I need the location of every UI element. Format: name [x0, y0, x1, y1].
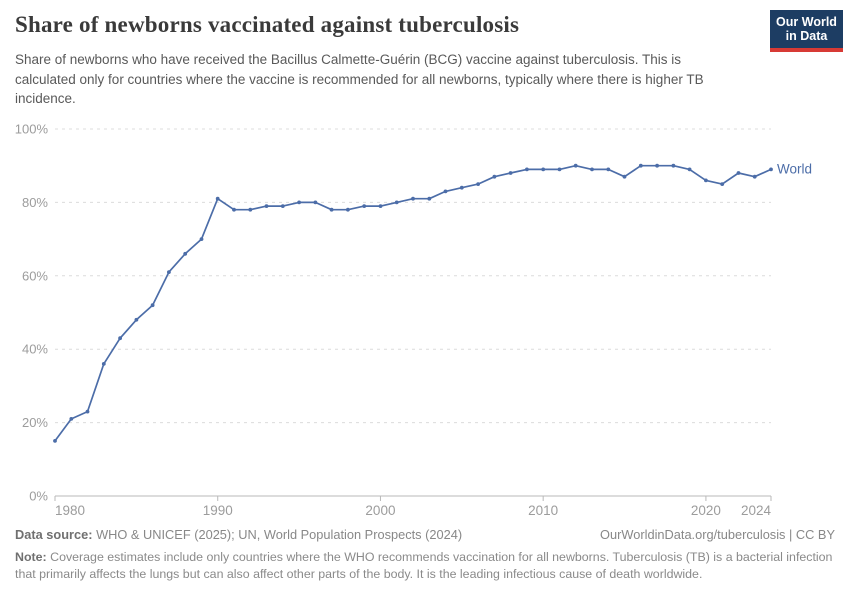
y-tick-label-80: 80%: [22, 195, 48, 210]
data-point-1996: [313, 200, 318, 205]
data-point-2005: [459, 185, 464, 190]
y-tick-label-100: 100%: [15, 122, 49, 137]
data-point-2007: [492, 174, 497, 179]
owid-logo-line2: in Data: [785, 29, 828, 43]
data-point-1982: [85, 409, 90, 414]
chart-footer: Data source: WHO & UNICEF (2025); UN, Wo…: [15, 527, 835, 582]
data-point-1985: [134, 317, 139, 322]
owid-logo-line1: Our World: [776, 15, 837, 29]
data-point-2024: [769, 167, 773, 172]
data-point-1993: [264, 204, 269, 209]
data-point-2023: [752, 174, 757, 179]
data-point-2010: [541, 167, 546, 172]
data-point-1984: [118, 336, 122, 341]
data-point-2006: [476, 182, 480, 187]
x-tick-label-2024: 2024: [741, 503, 772, 518]
owid-link[interactable]: OurWorldinData.org/tuberculosis | CC BY: [600, 527, 835, 542]
x-tick-label-2010: 2010: [528, 503, 558, 518]
data-point-1980: [53, 439, 57, 443]
series-label-world: World: [777, 161, 812, 176]
data-point-2001: [394, 200, 399, 205]
y-tick-label-40: 40%: [22, 342, 48, 357]
data-point-2000: [378, 204, 383, 209]
data-point-2015: [622, 174, 627, 179]
data-point-2021: [720, 182, 725, 187]
chart-subtitle: Share of newborns who have received the …: [15, 52, 704, 106]
owid-logo[interactable]: Our World in Data: [770, 10, 843, 52]
data-point-1986: [150, 303, 155, 308]
data-point-2002: [411, 196, 415, 201]
data-source-text: WHO & UNICEF (2025); UN, World Populatio…: [92, 527, 463, 542]
data-point-2011: [557, 167, 562, 172]
data-point-2013: [590, 167, 594, 172]
data-point-1983: [101, 362, 106, 366]
y-tick-label-20: 20%: [22, 415, 48, 430]
data-source-label: Data source:: [15, 527, 93, 542]
x-tick-label-1980: 1980: [55, 503, 85, 518]
data-source: Data source: WHO & UNICEF (2025); UN, Wo…: [15, 527, 462, 542]
data-point-1981: [69, 417, 74, 421]
data-point-1999: [362, 204, 367, 209]
data-point-1992: [248, 207, 253, 212]
data-point-2020: [704, 178, 708, 183]
data-point-1988: [183, 251, 188, 256]
x-tick-label-2020: 2020: [691, 503, 721, 518]
data-point-2009: [525, 167, 529, 172]
data-point-1989: [199, 237, 204, 242]
data-point-1995: [297, 200, 301, 205]
y-tick-label-60: 60%: [22, 268, 48, 283]
x-tick-label-2000: 2000: [365, 503, 395, 518]
data-point-2022: [736, 171, 741, 175]
data-point-2008: [508, 171, 513, 175]
data-point-1991: [232, 207, 236, 212]
data-point-2016: [638, 163, 643, 168]
data-point-2017: [655, 163, 659, 168]
chart-note-label: Note:: [15, 550, 47, 564]
data-point-2019: [687, 167, 692, 172]
data-point-1987: [167, 270, 171, 274]
x-tick-label-1990: 1990: [203, 503, 233, 518]
data-point-1997: [329, 207, 334, 212]
data-point-1990: [215, 196, 220, 201]
data-point-2012: [573, 163, 578, 168]
data-line-world: [54, 164, 772, 442]
y-tick-label-0: 0%: [29, 489, 48, 504]
data-point-2003: [427, 196, 432, 201]
data-point-1994: [280, 204, 285, 209]
chart-title: Share of newborns vaccinated against tub…: [15, 12, 520, 37]
data-point-2004: [443, 189, 448, 194]
data-point-2014: [606, 167, 611, 172]
data-point-2018: [671, 163, 676, 168]
chart-note-text: Coverage estimates include only countrie…: [15, 550, 833, 581]
chart-note: Note: Coverage estimates include only co…: [15, 549, 835, 582]
data-point-1998: [346, 207, 350, 212]
